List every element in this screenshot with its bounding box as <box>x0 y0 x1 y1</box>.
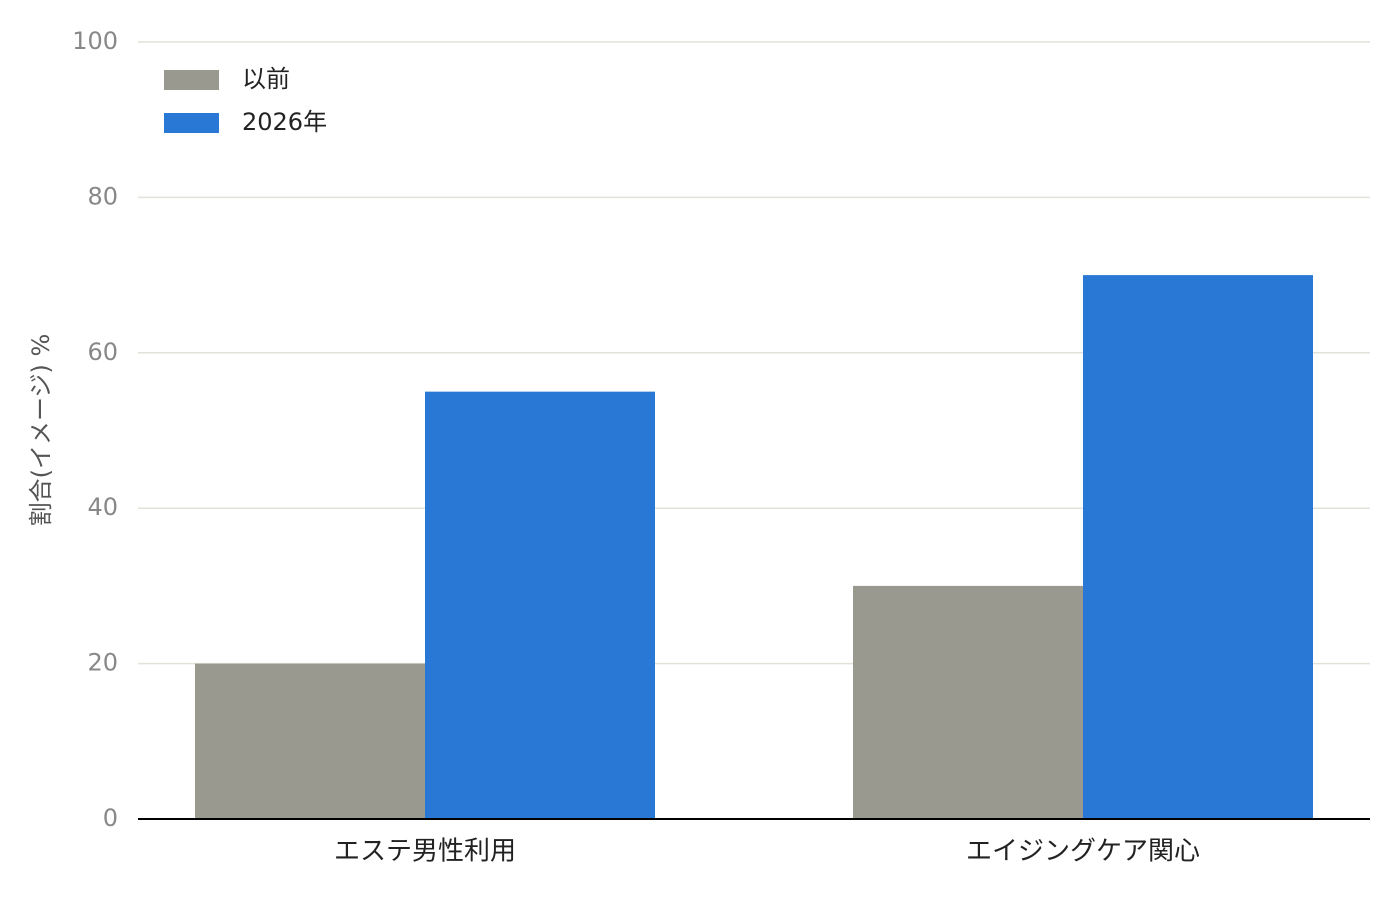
bar <box>853 585 1083 819</box>
x-tick-label: エイジングケア関心 <box>966 837 1200 867</box>
y-tick-label: 40 <box>87 493 118 521</box>
y-axis-label: 割合(イメージ) % <box>27 334 55 527</box>
legend-label: 2026年 <box>242 108 327 136</box>
legend-swatch <box>164 70 219 90</box>
bar <box>425 391 655 819</box>
legend-swatch <box>164 113 219 133</box>
y-tick-label: 100 <box>72 27 118 55</box>
y-tick-label: 20 <box>87 649 118 677</box>
x-tick-label: エステ男性利用 <box>334 837 516 867</box>
legend-label: 以前 <box>242 65 290 93</box>
y-tick-label: 80 <box>87 182 118 210</box>
y-tick-label: 0 <box>103 804 118 832</box>
y-tick-label: 60 <box>87 338 118 366</box>
bar <box>195 663 425 819</box>
bar <box>1083 275 1313 820</box>
